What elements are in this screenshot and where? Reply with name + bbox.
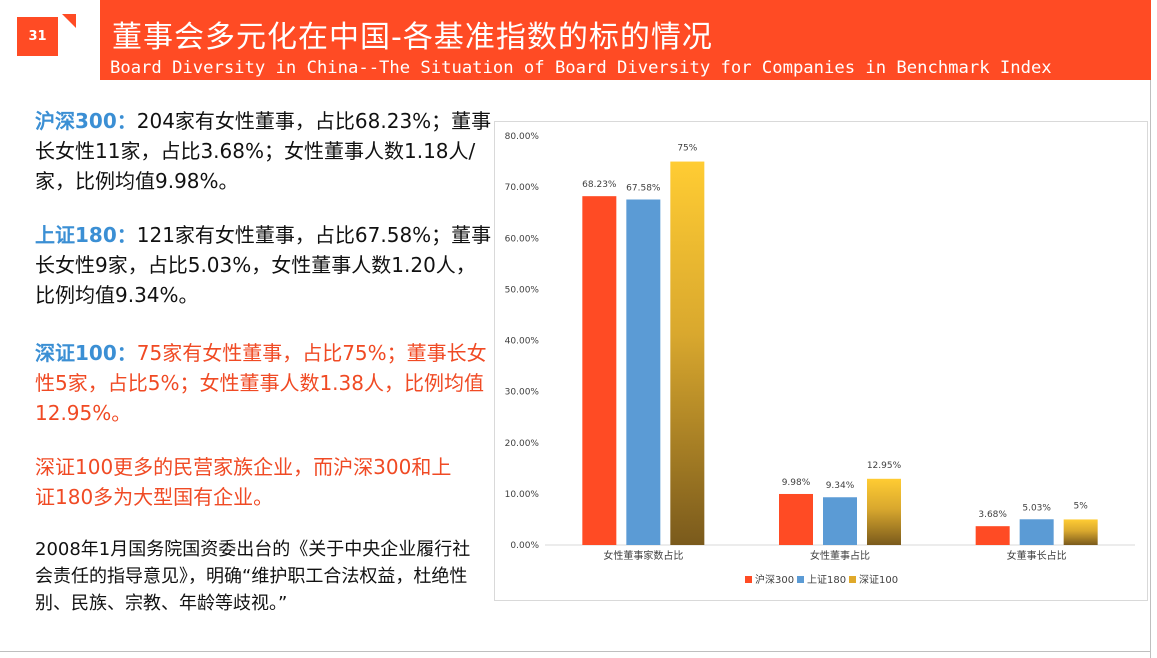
x-category-label: 女性董事家数占比: [603, 549, 683, 562]
bar: [582, 196, 617, 545]
data-label: 68.23%: [582, 180, 617, 190]
data-label: 9.34%: [826, 481, 855, 491]
block-hs300: 沪深300：204家有女性董事，占比68.23%；董事长女性11家，占比3.68…: [35, 106, 495, 196]
block-body: 121家有女性董事，占比67.58%；董事长女性9家，占比5.03%，女性董事人…: [35, 223, 492, 307]
data-label: 12.95%: [867, 461, 902, 471]
block-sz180: 上证180：121家有女性董事，占比67.58%；董事长女性9家，占比5.03%…: [35, 220, 495, 310]
y-tick-label: 0.00%: [510, 541, 539, 551]
legend-swatch: [797, 576, 804, 583]
legend-swatch: [849, 576, 856, 583]
note-policy: 2008年1月国务院国资委出台的《关于中央企业履行社会责任的指导意见》，明确“维…: [35, 539, 471, 614]
corner-triangle-decoration: [62, 14, 76, 28]
data-label: 5%: [1074, 501, 1089, 511]
block-szse100: 深证100：75家有女性董事，占比75%；董事长女性5家，占比5%；女性董事人数…: [35, 338, 495, 428]
block-body: 75家有女性董事，占比75%；董事长女性5家，占比5%；女性董事人数1.38人，…: [35, 341, 487, 425]
x-category-label: 女性董事占比: [810, 549, 870, 562]
slide-edge-bottom: [0, 651, 1151, 652]
bar-chart: 0.00% 10.00% 20.00% 30.00% 40.00% 50.00% 60.00…: [494, 121, 1148, 601]
block-lead: 上证180：: [35, 223, 137, 247]
legend-label: 深证100: [859, 574, 898, 586]
bar: [1019, 519, 1054, 545]
bar: [975, 526, 1010, 545]
y-tick-label: 20.00%: [505, 439, 540, 449]
y-tick-label: 80.00%: [505, 132, 540, 142]
page-title: 董事会多元化在中国-各基准指数的标的情况: [112, 20, 713, 55]
data-label: 9.98%: [782, 478, 811, 488]
data-label: 5.03%: [1022, 503, 1051, 513]
x-category-label: 女董事长占比: [1007, 549, 1067, 562]
bar: [670, 161, 705, 545]
y-tick-label: 70.00%: [505, 183, 540, 193]
data-label: 67.58%: [626, 183, 661, 193]
legend-label: 沪深300: [755, 573, 794, 586]
bar: [1063, 519, 1098, 545]
y-tick-label: 30.00%: [505, 388, 540, 398]
bar: [823, 497, 857, 545]
block-lead: 深证100：: [35, 341, 137, 365]
y-tick-label: 50.00%: [505, 285, 540, 295]
page-subtitle: Board Diversity in China--The Situation …: [110, 58, 1052, 78]
block-body: 204家有女性董事，占比68.23%；董事长女性11家，占比3.68%；女性董事…: [35, 109, 492, 193]
legend-swatch: [745, 576, 752, 583]
y-tick-label: 60.00%: [505, 234, 540, 244]
page-number-badge: 31: [17, 17, 58, 56]
chart-svg: 0.00% 10.00% 20.00% 30.00% 40.00% 50.00% 60.00…: [505, 132, 1135, 586]
note-enterprise-type: 深证100更多的民营家族企业，而沪深300和上证180多为大型国有企业。: [35, 455, 452, 509]
y-tick-label: 10.00%: [505, 490, 540, 500]
bar: [867, 478, 901, 545]
legend-label: 上证180: [807, 574, 846, 586]
bar: [626, 199, 661, 545]
page-number: 31: [28, 29, 47, 44]
bar: [779, 493, 813, 545]
slide-edge-right: [1150, 0, 1151, 658]
y-tick-label: 40.00%: [505, 337, 540, 347]
data-label: 3.68%: [978, 510, 1007, 520]
data-label: 75%: [677, 144, 697, 154]
block-lead: 沪深300：: [35, 109, 137, 133]
header-bar: 董事会多元化在中国-各基准指数的标的情况 Board Diversity in …: [100, 0, 1151, 80]
